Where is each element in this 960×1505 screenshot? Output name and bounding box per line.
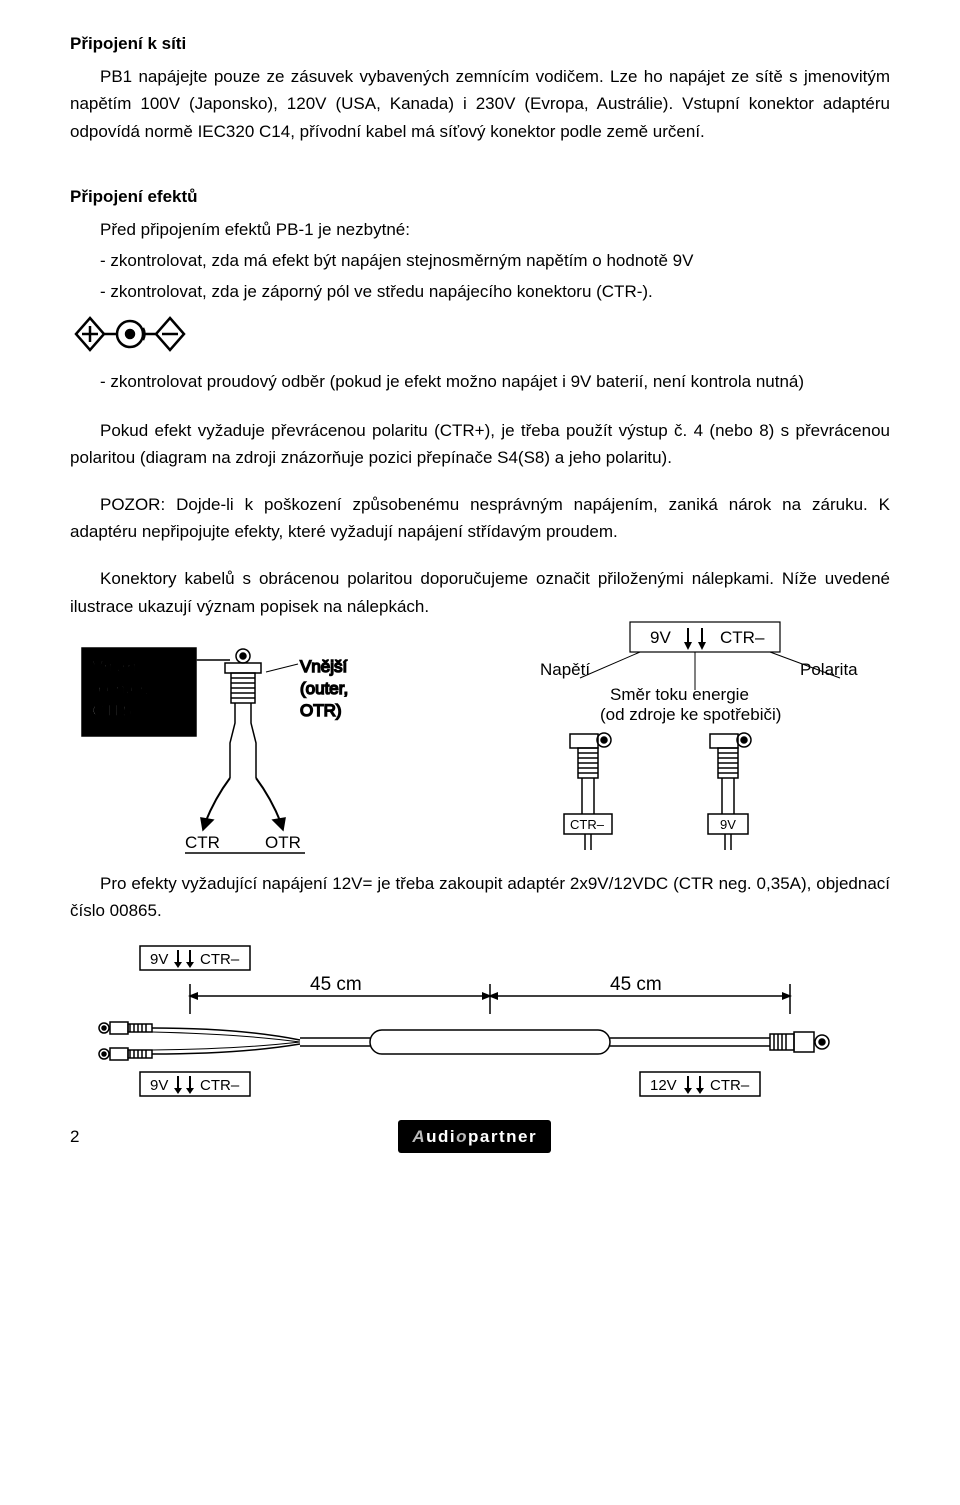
- paragraph-polarity: Pokud efekt vyžaduje převrácenou polarit…: [70, 417, 890, 471]
- svg-text:CTR–: CTR–: [720, 628, 765, 647]
- svg-text:CTR–: CTR–: [200, 951, 240, 968]
- svg-text:CTR: CTR: [185, 833, 220, 852]
- svg-text:CTR): CTR): [92, 701, 133, 720]
- diagram-connector-labels: 9V CTR– Napětí Polarita Směr toku energi…: [70, 620, 890, 870]
- paragraph-warning: POZOR: Dojde-li k poškození způsobenému …: [70, 491, 890, 545]
- effects-checklist: Před připojením efektů PB-1 je nezbytné:…: [70, 216, 890, 306]
- svg-text:CTR–: CTR–: [710, 1077, 750, 1094]
- svg-text:CTR–: CTR–: [200, 1077, 240, 1094]
- paragraph-12v: Pro efekty vyžadující napájení 12V= je t…: [70, 870, 890, 924]
- brand-logo: Audiopartner: [398, 1120, 551, 1153]
- page-number: 2: [70, 1123, 79, 1150]
- svg-text:Polarita: Polarita: [800, 660, 858, 679]
- paragraph-labels: Konektory kabelů s obrácenou polaritou d…: [70, 565, 890, 619]
- checklist-item-2: - zkontrolovat, zda je záporný pól ve st…: [100, 278, 890, 305]
- svg-text:45 cm: 45 cm: [610, 974, 662, 995]
- svg-text:OTR): OTR): [300, 701, 342, 720]
- checklist-item-1: - zkontrolovat, zda má efekt být napájen…: [100, 247, 890, 274]
- svg-text:(center,: (center,: [92, 679, 149, 698]
- svg-text:9V: 9V: [150, 1077, 168, 1094]
- paragraph-mains: PB1 napájejte pouze ze zásuvek vybavenýc…: [70, 63, 890, 145]
- checklist-item-3: - zkontrolovat proudový odběr (pokud je …: [100, 368, 890, 395]
- svg-text:9V: 9V: [650, 628, 671, 647]
- document-page: Připojení k síti PB1 napájejte pouze ze …: [0, 0, 960, 1173]
- svg-text:Napětí: Napětí: [540, 660, 590, 679]
- svg-text:9V: 9V: [150, 951, 168, 968]
- svg-text:Směr toku energie: Směr toku energie: [610, 685, 749, 704]
- effects-checklist-2: - zkontrolovat proudový odběr (pokud je …: [70, 368, 890, 395]
- svg-text:Vnitřní: Vnitřní: [92, 657, 141, 676]
- heading-connection-mains: Připojení k síti: [70, 30, 890, 57]
- svg-text:Vnější: Vnější: [300, 657, 348, 676]
- heading-connection-effects: Připojení efektů: [70, 183, 890, 210]
- diagram-adapter-cable: 9V CTR– 45 cm 45 cm: [70, 944, 890, 1104]
- svg-text:9V: 9V: [720, 817, 736, 832]
- svg-text:OTR: OTR: [265, 833, 301, 852]
- svg-text:45 cm: 45 cm: [310, 974, 362, 995]
- page-footer: 2 Audiopartner: [70, 1120, 890, 1153]
- checklist-intro: Před připojením efektů PB-1 je nezbytné:: [100, 216, 890, 243]
- svg-text:CTR–: CTR–: [570, 817, 605, 832]
- polarity-symbol: [70, 314, 890, 354]
- svg-text:(outer,: (outer,: [300, 679, 348, 698]
- svg-text:12V: 12V: [650, 1077, 677, 1094]
- svg-text:(od zdroje ke spotřebiči): (od zdroje ke spotřebiči): [600, 705, 781, 724]
